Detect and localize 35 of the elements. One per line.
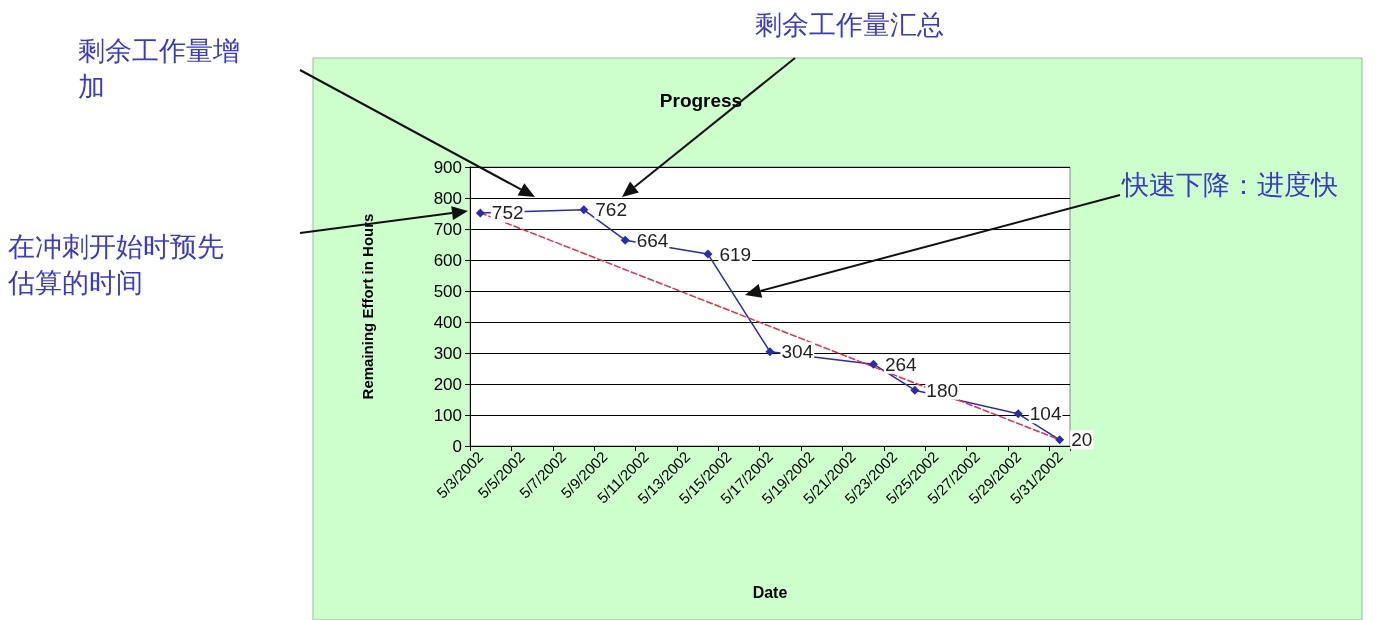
data-label: 752 xyxy=(491,202,524,224)
point xyxy=(868,359,878,369)
data-label: 20 xyxy=(1071,429,1093,451)
y-tick-label: 100 xyxy=(433,405,462,425)
point xyxy=(475,208,485,218)
y-axis-title: Remaining Effort in Hours xyxy=(359,213,376,400)
point xyxy=(1013,409,1023,419)
y-tick-label: 700 xyxy=(433,219,462,239)
point xyxy=(579,205,589,215)
point xyxy=(620,235,630,245)
y-tick-label: 200 xyxy=(433,374,462,394)
data-label: 304 xyxy=(781,341,814,363)
point xyxy=(765,347,775,357)
text: 快速下降：进度快 xyxy=(1121,168,1338,200)
point xyxy=(703,249,713,259)
data-label: 264 xyxy=(884,353,918,375)
data-label: 619 xyxy=(719,243,752,265)
y-tick-label: 600 xyxy=(433,250,462,270)
point xyxy=(1055,435,1065,445)
point xyxy=(910,385,920,395)
data-label: 180 xyxy=(926,379,959,401)
data-label: 664 xyxy=(636,229,669,251)
y-tick-label: 400 xyxy=(433,312,462,332)
y-tick-label: 0 xyxy=(452,436,462,456)
y-tick-label: 500 xyxy=(433,281,462,301)
y-tick-label: 800 xyxy=(433,188,462,208)
text: 在冲刺开始时预先估算的时间 xyxy=(7,230,224,298)
y-tick-label: 900 xyxy=(433,157,462,177)
text: 剩余工作量汇总 xyxy=(755,8,944,40)
y-tick-label: 300 xyxy=(433,343,462,363)
data-label: 762 xyxy=(595,199,627,221)
text: 剩余工作量增加 xyxy=(78,34,240,102)
data-label: 104 xyxy=(1029,403,1062,425)
x-axis-title: Date xyxy=(752,583,788,601)
chart-title: Progress xyxy=(659,90,743,111)
